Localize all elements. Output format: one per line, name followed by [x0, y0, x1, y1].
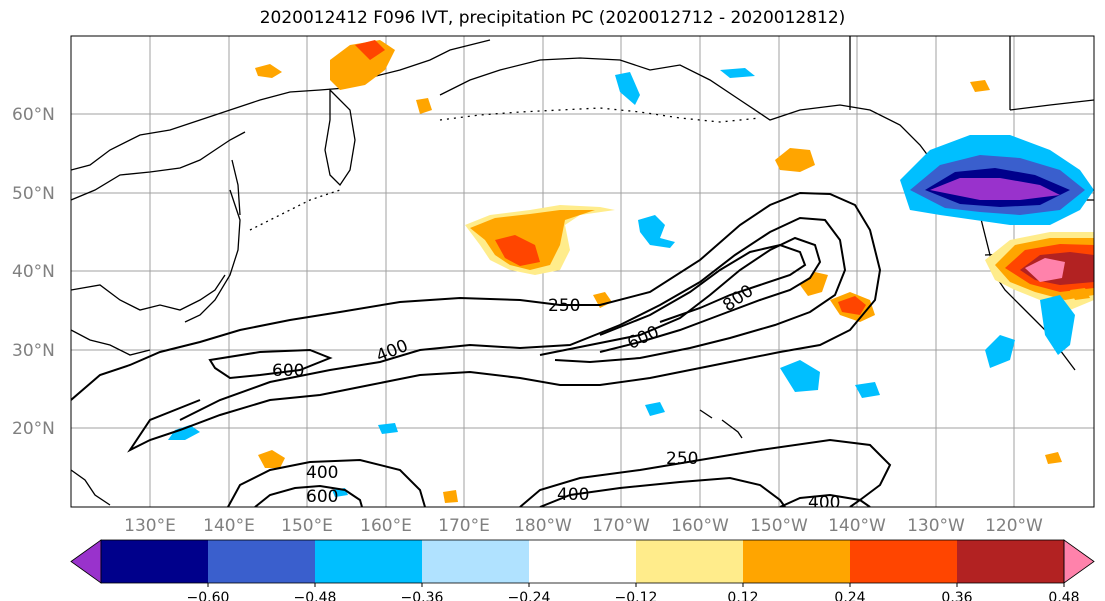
lon-label: 160°E: [360, 516, 412, 536]
contour-label: 600: [306, 487, 338, 507]
colorbar-segment: [422, 540, 530, 583]
lat-label: 60°N: [12, 105, 55, 125]
contour-label: 400: [306, 463, 338, 483]
colorbar-tick-label: 0.36: [941, 590, 972, 601]
colorbar-segment: [315, 540, 423, 583]
contour-label: 400: [557, 485, 589, 505]
map-panel: 250 400 600 800 600 250 400 600 400 400: [71, 36, 1094, 513]
colorbar-tick-label: 0.12: [727, 590, 758, 601]
colorbar-tick-label: 0.48: [1048, 590, 1079, 601]
colorbar-tick-label: −0.36: [401, 590, 444, 601]
lon-label: 140°E: [203, 516, 255, 536]
colorbar-tick-label: −0.12: [615, 590, 658, 601]
colorbar-segment: [743, 540, 851, 583]
contour-label: 600: [272, 361, 304, 381]
lon-label: 180°W: [514, 516, 572, 536]
lon-label: 170°W: [592, 516, 650, 536]
lon-label: 150°E: [281, 516, 333, 536]
lon-label: 150°W: [750, 516, 808, 536]
colorbar-tick-label: 0.24: [834, 590, 865, 601]
lon-label: 160°W: [671, 516, 729, 536]
lat-label: 20°N: [12, 419, 55, 439]
colorbar-tick-label: −0.48: [294, 590, 337, 601]
colorbar-segments: [71, 540, 1094, 583]
lon-labels: 130°E 140°E 150°E 160°E 170°E 180°W 170°…: [124, 516, 1043, 536]
lat-label: 30°N: [12, 341, 55, 361]
colorbar-ticks: −0.60 −0.48 −0.36 −0.24 −0.12 0.12 0.24 0.36 0.4…: [187, 583, 1105, 601]
colorbar: −0.60 −0.48 −0.36 −0.24 −0.12 0.12 0.24 0.36 0.4…: [71, 540, 1105, 601]
contour-label: 400: [808, 493, 840, 513]
lon-label: 170°E: [438, 516, 490, 536]
colorbar-segment: [208, 540, 316, 583]
contour-label: 250: [548, 296, 580, 316]
contour-label: 250: [666, 449, 698, 469]
lat-label: 50°N: [12, 184, 55, 204]
colorbar-extend-low: [71, 540, 101, 583]
map-figure: 250 400 600 800 600 250 400 600 400 400 …: [0, 0, 1105, 601]
colorbar-segment: [101, 540, 209, 583]
colorbar-segment: [957, 540, 1065, 583]
lat-label: 40°N: [12, 262, 55, 282]
colorbar-segment: [529, 540, 637, 583]
lon-label: 130°W: [907, 516, 965, 536]
lat-labels: 60°N 50°N 40°N 30°N 20°N: [12, 105, 55, 439]
colorbar-tick-label: −0.24: [508, 590, 551, 601]
colorbar-segment: [636, 540, 744, 583]
lon-label: 120°W: [985, 516, 1043, 536]
lon-label: 130°E: [124, 516, 176, 536]
colorbar-tick-label: −0.60: [187, 590, 230, 601]
colorbar-extend-high: [1064, 540, 1094, 583]
colorbar-segment: [850, 540, 958, 583]
lon-label: 140°W: [828, 516, 886, 536]
